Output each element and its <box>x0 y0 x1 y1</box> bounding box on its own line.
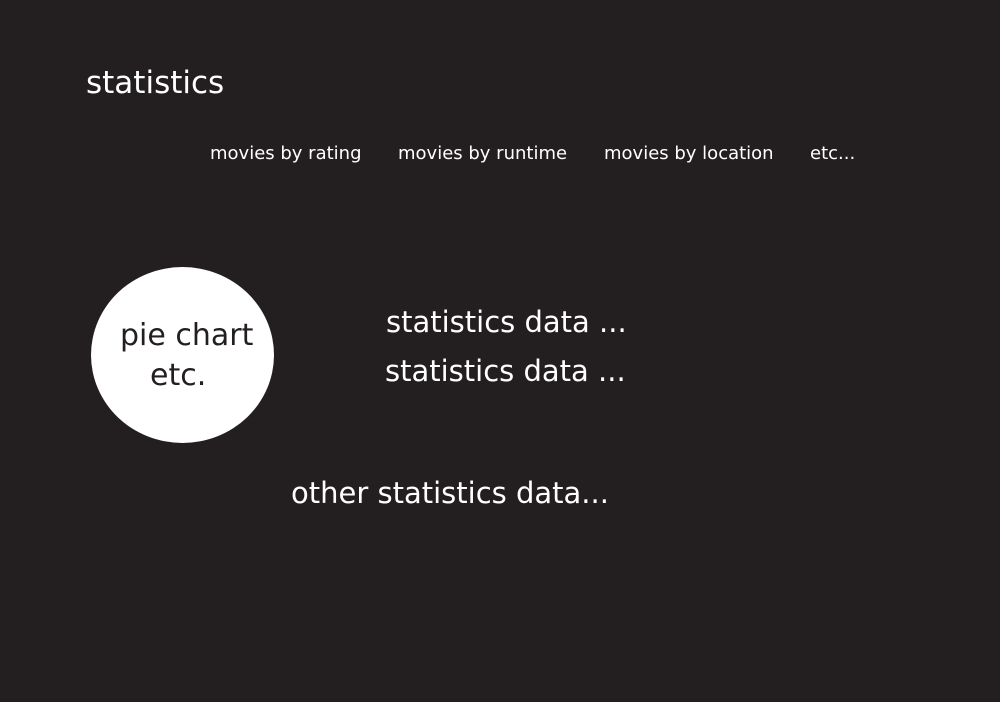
statistics-data-line: statistics data ... <box>386 305 627 339</box>
statistics-nav: movies by rating movies by runtime movie… <box>0 140 1000 168</box>
pie-chart-label-etc: etc. <box>150 358 207 393</box>
page-title: statistics <box>86 65 225 101</box>
nav-item-movies-by-rating[interactable]: movies by rating <box>210 143 362 164</box>
nav-item-etc[interactable]: etc... <box>810 143 856 164</box>
pie-chart-placeholder: pie chart etc. <box>91 267 274 443</box>
nav-item-movies-by-location[interactable]: movies by location <box>604 143 774 164</box>
other-statistics-data: other statistics data... <box>291 476 609 510</box>
pie-chart-label: pie chart <box>120 318 254 353</box>
nav-item-movies-by-runtime[interactable]: movies by runtime <box>398 143 568 164</box>
statistics-data-line: statistics data ... <box>385 354 626 388</box>
